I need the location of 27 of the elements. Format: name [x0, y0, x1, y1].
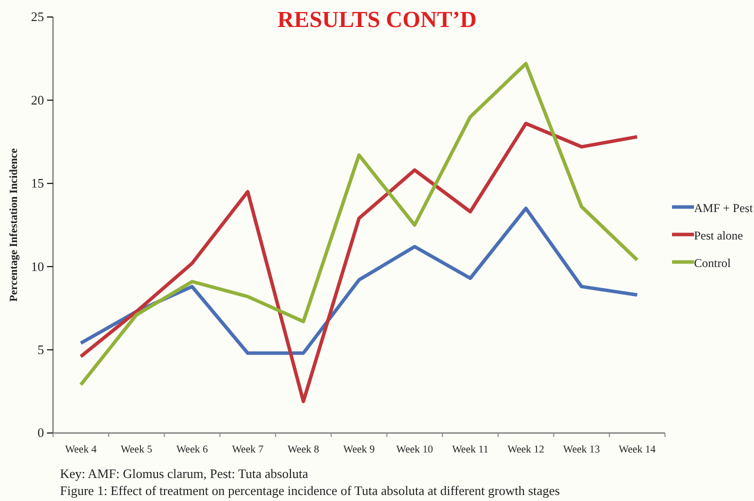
y-tick-label: 25	[31, 9, 44, 24]
line-series	[79, 206, 639, 355]
line-series	[79, 122, 639, 404]
y-tick-label: 5	[38, 342, 44, 357]
x-tick-label: Week 11	[452, 444, 488, 456]
y-tick-label: 15	[31, 176, 44, 191]
line-series	[79, 62, 639, 386]
x-tick-label: Week 7	[232, 444, 264, 456]
y-tick-label: 0	[38, 425, 44, 440]
x-tick-label: Week 12	[508, 444, 544, 456]
x-tick-label: Week 10	[396, 444, 434, 456]
x-tick-label: Week 13	[563, 444, 600, 456]
y-tick-label: 20	[31, 92, 44, 108]
x-tick-label: Week 9	[343, 444, 375, 456]
legend-label: AMF + Pest	[694, 201, 754, 215]
chart-title: RESULTS CONT’D	[277, 7, 477, 32]
x-tick-label: Week 6	[176, 444, 208, 456]
caption: Figure 1: Effect of treatment on percentage incidence of Tuta absoluta at different growth stages	[60, 483, 560, 498]
y-axis-title: Percentage Infestation Incidence	[8, 148, 20, 302]
x-tick-label: Week 4	[65, 444, 98, 456]
legend-label: Control	[694, 256, 732, 270]
x-tick-label: Week 14	[618, 444, 656, 456]
legend-label: Pest alone	[694, 228, 743, 242]
text: Key: AMF: Glomus clarum, Pest: Tuta absoluta	[60, 466, 308, 481]
x-tick-label: Week 8	[288, 444, 320, 456]
y-tick-label: 10	[31, 258, 44, 274]
x-tick-label: Week 5	[120, 444, 152, 456]
